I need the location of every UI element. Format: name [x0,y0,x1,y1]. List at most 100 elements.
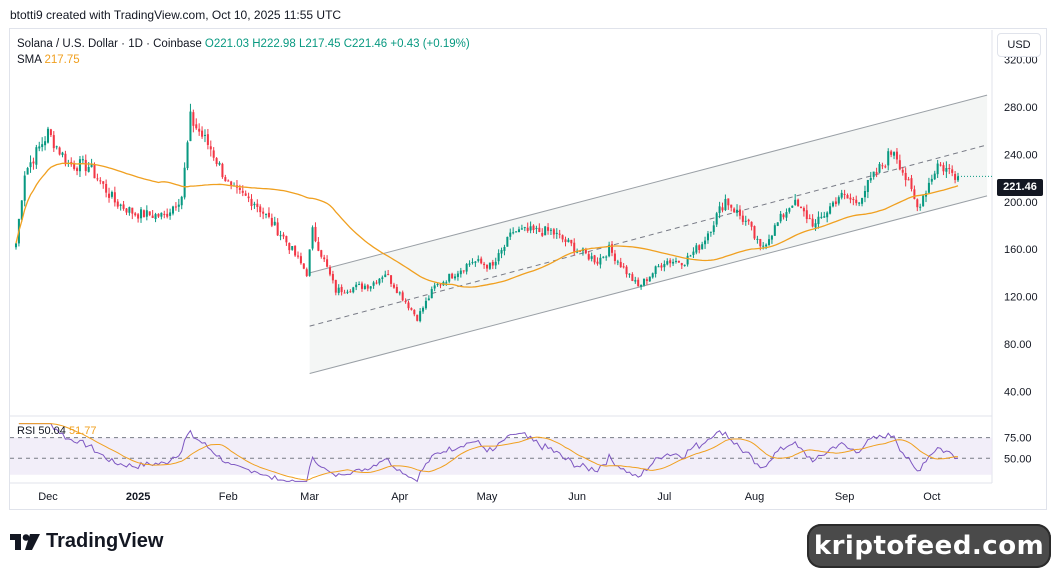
candle-body [683,264,686,266]
candle-body [23,175,26,201]
candle-body [596,261,599,264]
candle-body [177,204,180,207]
candle-body [276,222,279,236]
candle-body [84,159,87,172]
candle-body [849,197,852,200]
candle-body [137,214,140,219]
x-tick-label: 2025 [126,491,150,503]
candle-body [823,216,826,218]
last-price-label: 221.46 [997,179,1043,196]
candle-body [363,285,366,289]
candle-body [753,226,756,239]
candle-body [372,282,375,286]
candle-body [145,210,148,217]
candle-body [465,264,468,272]
candle-body [829,206,832,214]
candle-body [448,273,451,282]
candle-body [477,259,480,261]
candle-body [401,292,404,301]
candle-body [267,212,270,217]
candle-body [422,307,425,312]
candle-body [773,225,776,236]
candle-body [532,225,535,230]
candle-body [674,260,677,262]
candle-body [398,292,401,294]
candle-body [166,213,169,217]
candle-body [913,189,916,199]
candle-body [523,227,526,229]
candle-body [337,287,340,293]
candle-body [311,227,314,249]
candle-body [218,162,221,165]
rsi-label: RSI 50.04 [17,425,66,437]
candle-body [14,243,18,248]
candle-body [654,266,657,274]
candle-body [140,209,143,219]
candle-body [805,210,808,220]
candle-body [881,165,884,167]
candle-body [855,199,858,204]
chart-frame[interactable] [9,28,1047,510]
candle-body [230,181,233,186]
candle-body [349,291,352,293]
candle-body [456,273,459,277]
candle-body [555,232,558,235]
candle-body [410,308,413,310]
tradingview-logo[interactable]: TradingView [10,530,163,553]
candle-body [631,274,634,282]
candle-body [369,286,372,289]
candle-body [58,147,61,155]
candle-body [35,147,38,165]
candle-body [76,168,79,172]
candle-body [852,199,855,201]
candle-body [52,135,55,149]
ohlc-open: O221.03 [204,38,250,50]
candle-body [413,309,416,315]
candle-body [419,311,422,322]
candle-body [445,282,448,284]
candle-body [599,257,602,265]
candle-body [544,226,547,236]
candle-body [81,159,84,161]
candle-body [317,241,320,251]
candle-body [558,233,561,235]
rsi-legend: RSI 50.04 51.77 [17,425,97,437]
candle-body [526,227,529,231]
candle-body [116,201,119,207]
candle-body [485,264,489,269]
candle-body [762,245,765,247]
currency-selector[interactable]: USD [997,33,1041,57]
x-tick-label: May [477,491,498,503]
candle-body [169,212,172,216]
candle-body [110,191,113,197]
candle-body [878,164,881,173]
candle-body [706,233,709,241]
candle-body [61,152,64,155]
candle-body [698,245,701,250]
candle-body [820,216,823,218]
candle-body [99,180,102,182]
candle-body [488,262,491,269]
candle-body [939,164,942,166]
candle-body [535,227,538,229]
candle-body [736,209,739,213]
candle-body [590,256,593,259]
y-tick-label: 280.00 [1004,102,1038,114]
candle-body [529,226,532,231]
candle-body [433,285,436,289]
candle-body [791,205,794,208]
y-tick-label: 160.00 [1004,244,1038,256]
candle-body [41,144,44,148]
candle-body [454,276,457,279]
candle-body [119,204,122,206]
candle-body [308,249,311,276]
candle-body [797,199,800,207]
candle-body [206,134,209,145]
candle-body [549,229,552,231]
candle-body [669,260,672,264]
candle-body [299,256,302,264]
candle-body [26,168,29,175]
candle-body [858,202,861,204]
candle-body [279,235,282,237]
